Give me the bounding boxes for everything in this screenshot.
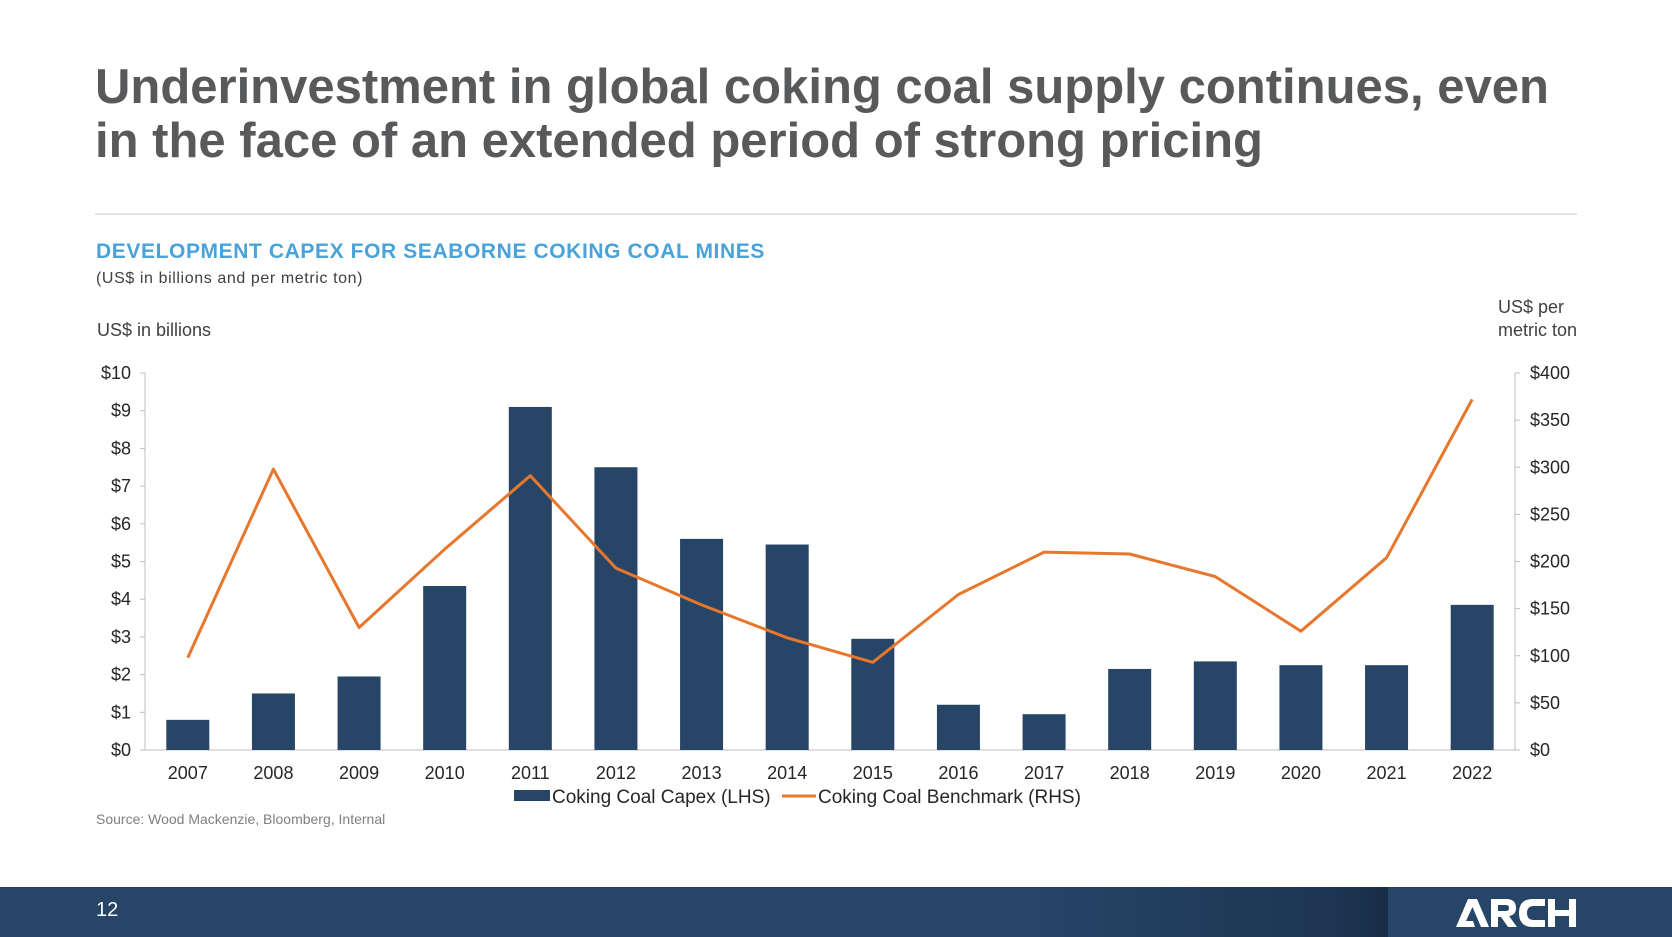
- y-left-tick-label: $10: [101, 363, 131, 383]
- chart: US$ in billions US$ per metric ton $0 $1 $2 $3…: [97, 297, 1577, 808]
- footer-bar: [0, 887, 1672, 937]
- y-left-tick-label: $0: [111, 740, 131, 760]
- x-tick-label: 2007: [168, 763, 208, 783]
- x-tick-label: 2022: [1452, 763, 1492, 783]
- y-left-tick-label: $7: [111, 476, 131, 496]
- y-right-tick-label: $100: [1530, 646, 1570, 666]
- y-right-tick-label: $400: [1530, 363, 1570, 383]
- bar-capex: [251, 693, 295, 750]
- x-tick-label: 2009: [339, 763, 379, 783]
- arch-logo: [1456, 897, 1578, 936]
- bar-capex: [508, 406, 552, 750]
- x-tick-label: 2011: [511, 763, 550, 783]
- source-note: Source: Wood Mackenzie, Bloomberg, Inter…: [96, 811, 386, 827]
- y-right-tick-label: $50: [1530, 693, 1560, 713]
- y-left-tick-label: $2: [111, 665, 131, 685]
- legend-label-benchmark: Coking Coal Benchmark (RHS): [818, 787, 1081, 808]
- bar-capex: [1193, 661, 1237, 750]
- x-tick-label: 2010: [425, 763, 465, 783]
- x-tick-label: 2015: [853, 763, 893, 783]
- bar-capex: [680, 538, 724, 750]
- x-tick-label: 2018: [1110, 763, 1150, 783]
- y-right-tick-label: $0: [1530, 740, 1550, 760]
- x-tick-label: 2012: [596, 763, 636, 783]
- x-tick-label: 2013: [682, 763, 722, 783]
- y-left-tick-label: $4: [111, 589, 131, 609]
- bar-capex: [936, 704, 980, 750]
- page-number: 12: [96, 899, 119, 921]
- y-right-tick-label: $200: [1530, 552, 1570, 572]
- bar-capex: [1022, 714, 1066, 750]
- title-divider: [95, 213, 1577, 215]
- slide-title: Underinvestment in global coking coal su…: [95, 60, 1549, 168]
- bar-capex: [337, 676, 381, 750]
- x-tick-label: 2014: [767, 763, 807, 783]
- bar-capex: [423, 586, 467, 750]
- bar-capex: [1108, 668, 1152, 750]
- y-left-tick-label: $8: [111, 438, 131, 458]
- y-left-tick-label: $9: [111, 401, 131, 421]
- y-left-tick-label: $6: [111, 514, 131, 534]
- x-tick-label: 2016: [938, 763, 978, 783]
- x-tick-label: 2021: [1367, 763, 1407, 783]
- x-tick-label: 2017: [1024, 763, 1064, 783]
- y-left-axis-label: US$ in billions: [97, 320, 211, 340]
- x-tick-label: 2020: [1281, 763, 1321, 783]
- bar-capex: [1279, 665, 1323, 750]
- bar-capex: [166, 719, 210, 750]
- chart-subtitle: (US$ in billions and per metric ton): [96, 270, 364, 287]
- x-tick-label: 2019: [1195, 763, 1235, 783]
- line-benchmark: [186, 398, 1474, 664]
- chart-title: DEVELOPMENT CAPEX FOR SEABORNE COKING CO…: [96, 240, 765, 263]
- y-left-tick-label: $5: [111, 552, 131, 572]
- y-right-tick-label: $350: [1530, 410, 1570, 430]
- x-tick-label: 2008: [253, 763, 293, 783]
- legend-label-capex: Coking Coal Capex (LHS): [552, 787, 771, 808]
- y-right-tick-label: $150: [1530, 599, 1570, 619]
- bar-capex: [1365, 665, 1409, 750]
- bar-capex: [765, 544, 809, 750]
- legend-swatch-capex: [514, 790, 550, 801]
- bar-capex: [1450, 604, 1494, 750]
- y-left-tick-label: $1: [111, 702, 131, 722]
- y-right-axis-label: US$ per metric ton: [1498, 297, 1577, 340]
- y-right-tick-label: $300: [1530, 457, 1570, 477]
- y-right-tick-label: $250: [1530, 504, 1570, 524]
- bar-capex: [851, 638, 895, 750]
- bar-capex: [594, 467, 638, 750]
- y-left-tick-label: $3: [111, 627, 131, 647]
